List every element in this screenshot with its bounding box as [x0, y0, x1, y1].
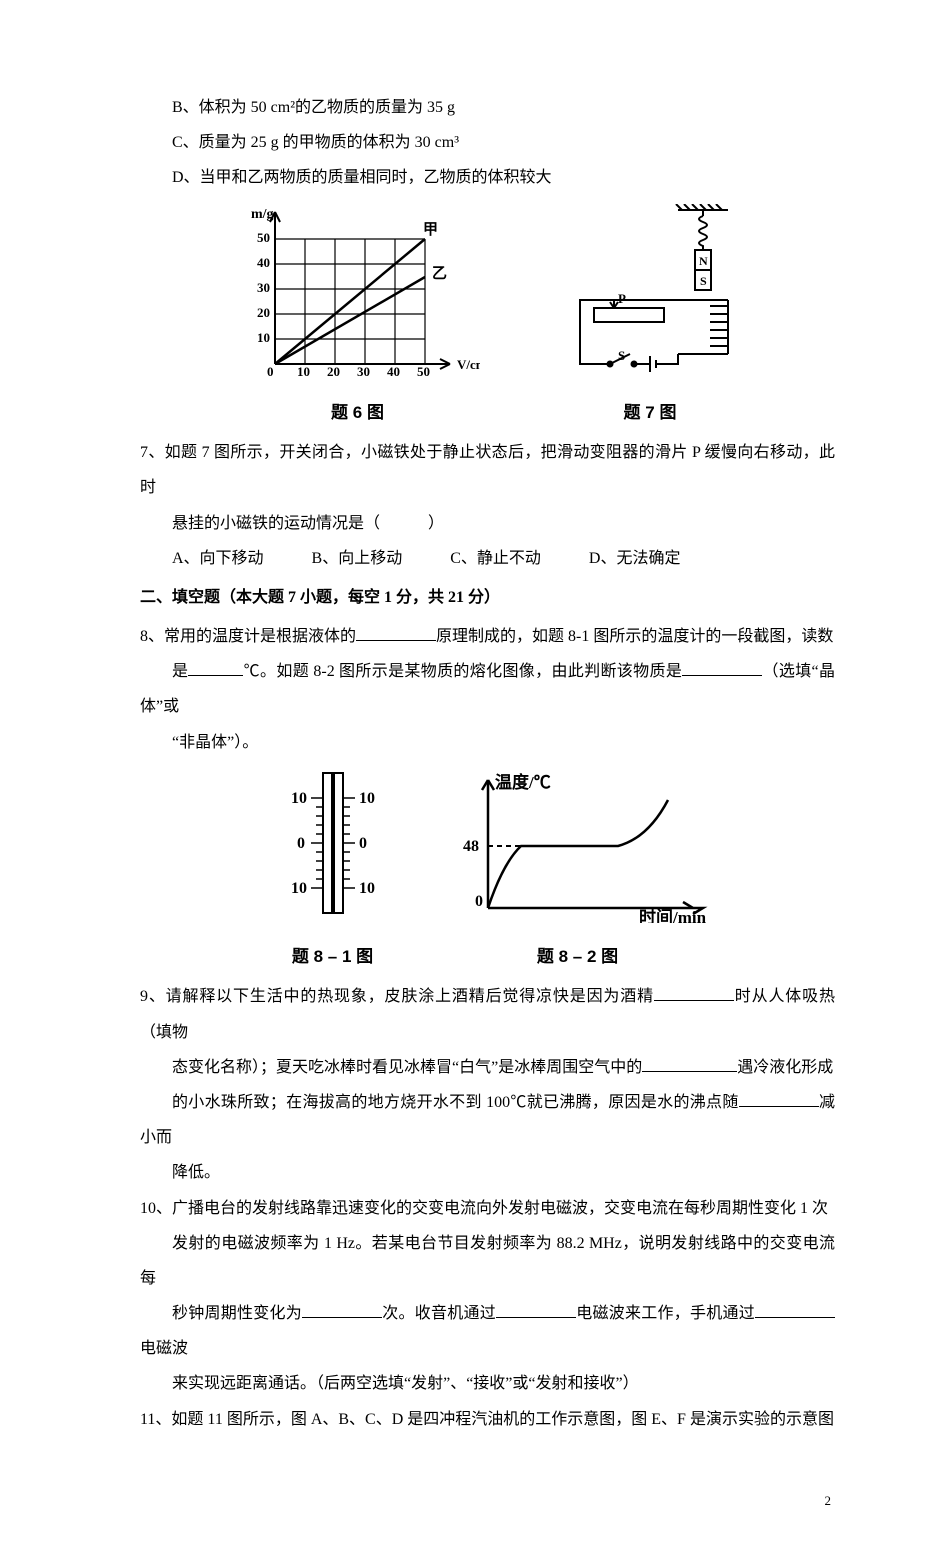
svg-text:0: 0 — [475, 893, 483, 910]
svg-text:30: 30 — [257, 280, 270, 295]
q8-c: 是 — [172, 663, 188, 680]
q8-b: 原理制成的，如题 8-1 图所示的温度计的一段截图，读数 — [436, 628, 833, 645]
q10-line2: 发射的电磁波频率为 1 Hz。若某电台节目发射频率为 88.2 MHz，说明发射… — [140, 1226, 835, 1296]
q8-line3: “非晶体”）。 — [140, 725, 835, 760]
figure-6-caption: 题 6 图 — [235, 394, 480, 431]
svg-text:50: 50 — [257, 230, 270, 245]
blank — [682, 658, 762, 677]
q10-line4: 来实现远距离通话。（后两空选填“发射”、“接收”或“发射和接收”） — [140, 1366, 835, 1401]
svg-text:S: S — [618, 348, 625, 363]
svg-text:10: 10 — [291, 790, 307, 807]
svg-text:10: 10 — [291, 880, 307, 897]
q8-line2: 是℃。如题 8-2 图所示是某物质的熔化图像，由此判断该物质是（选填“晶体”或 — [140, 654, 835, 724]
q8-a: 8、常用的温度计是根据液体的 — [140, 628, 356, 645]
svg-text:40: 40 — [387, 364, 400, 379]
blank — [654, 983, 734, 1002]
q9-line4: 降低。 — [140, 1155, 835, 1190]
q7-choices: A、向下移动 B、向上移动 C、静止不动 D、无法确定 — [140, 541, 835, 576]
svg-text:0: 0 — [359, 835, 367, 852]
blank — [642, 1053, 737, 1072]
blank — [302, 1300, 382, 1319]
section-2-heading: 二、填空题（本大题 7 小题，每空 1 分，共 21 分） — [140, 580, 835, 615]
page-number: 2 — [140, 1487, 835, 1516]
figure-7-caption: 题 7 图 — [560, 394, 740, 431]
q8-line1: 8、常用的温度计是根据液体的 原理制成的，如题 8-1 图所示的温度计的一段截图，… — [140, 619, 835, 654]
option-d: D、当甲和乙两物质的质量相同时，乙物质的体积较大 — [140, 160, 835, 195]
svg-text:10: 10 — [359, 880, 375, 897]
blank — [755, 1300, 835, 1319]
svg-text:P: P — [618, 291, 626, 306]
q9-line3: 的小水珠所致；在海拔高的地方烧开水不到 100℃就已沸腾，原因是水的沸点随减小而 — [140, 1085, 835, 1155]
q7-line2: 悬挂的小磁铁的运动情况是（ ） — [140, 506, 835, 541]
svg-text:10: 10 — [257, 330, 270, 345]
chart-mv: m/g V/cm³ 50 40 30 20 10 0 10 20 30 40 5… — [235, 204, 480, 379]
blank — [739, 1088, 819, 1107]
figure-row-6-7: m/g V/cm³ 50 40 30 20 10 0 10 20 30 40 5… — [140, 204, 835, 432]
y-axis-label: 温度/℃ — [495, 772, 551, 792]
svg-text:20: 20 — [257, 305, 270, 320]
thermometer-diagram: 10 10 0 0 10 10 — [263, 768, 403, 923]
svg-text:甲: 甲 — [423, 221, 438, 238]
q9-line1: 9、请解释以下生活中的热现象，皮肤涂上酒精后觉得凉快是因为酒精时从人体吸热（填物 — [140, 979, 835, 1049]
circuit-diagram: N S — [560, 204, 740, 379]
x-axis-label: V/cm³ — [457, 357, 480, 372]
q9-line2: 态变化名称）；夏天吃冰棒时看见冰棒冒“白气”是冰棒周围空气中的遇冷液化形成 — [140, 1050, 835, 1085]
x-axis-label: 时间/min — [639, 907, 707, 923]
y-axis-label: m/g — [251, 207, 274, 222]
option-c: C、质量为 25 g 的甲物质的体积为 30 cm³ — [140, 125, 835, 160]
svg-text:40: 40 — [257, 255, 270, 270]
figure-8-2: 温度/℃ 时间/min 48 0 题 8 – 2 图 — [443, 768, 713, 976]
blank — [188, 658, 243, 677]
blank — [356, 622, 436, 641]
figure-6: m/g V/cm³ 50 40 30 20 10 0 10 20 30 40 5… — [235, 204, 480, 432]
figure-row-8: 10 10 0 0 10 10 题 8 – 1 图 温度/℃ — [140, 768, 835, 976]
svg-text:N: N — [699, 254, 708, 268]
svg-text:50: 50 — [417, 364, 430, 379]
svg-text:0: 0 — [267, 364, 274, 379]
figure-7: N S — [560, 204, 740, 432]
svg-text:乙: 乙 — [432, 266, 447, 282]
q10-line1: 10、广播电台的发射线路靠迅速变化的交变电流向外发射电磁波，交变电流在每秒周期性… — [140, 1191, 835, 1226]
svg-text:20: 20 — [327, 364, 340, 379]
q10-line3: 秒钟周期性变化为次。收音机通过电磁波来工作，手机通过电磁波 — [140, 1296, 835, 1366]
q7-line1: 7、如题 7 图所示，开关闭合，小磁铁处于静止状态后，把滑动变阻器的滑片 P 缓… — [140, 435, 835, 505]
svg-text:0: 0 — [297, 835, 305, 852]
figure-8-1-caption: 题 8 – 1 图 — [263, 938, 403, 975]
figure-8-1: 10 10 0 0 10 10 题 8 – 1 图 — [263, 768, 403, 976]
figure-8-2-caption: 题 8 – 2 图 — [443, 938, 713, 975]
q11-line1: 11、如题 11 图所示，图 A、B、C、D 是四冲程汽油机的工作示意图，图 E… — [140, 1402, 835, 1437]
q8-d: ℃。如题 8-2 图所示是某物质的熔化图像，由此判断该物质是 — [243, 663, 682, 680]
blank — [496, 1300, 576, 1319]
svg-text:30: 30 — [357, 364, 370, 379]
melting-curve: 温度/℃ 时间/min 48 0 — [443, 768, 713, 923]
svg-text:S: S — [700, 274, 707, 288]
svg-text:48: 48 — [463, 838, 479, 855]
option-b: B、体积为 50 cm²的乙物质的质量为 35 g — [140, 90, 835, 125]
svg-text:10: 10 — [359, 790, 375, 807]
svg-text:10: 10 — [297, 364, 310, 379]
